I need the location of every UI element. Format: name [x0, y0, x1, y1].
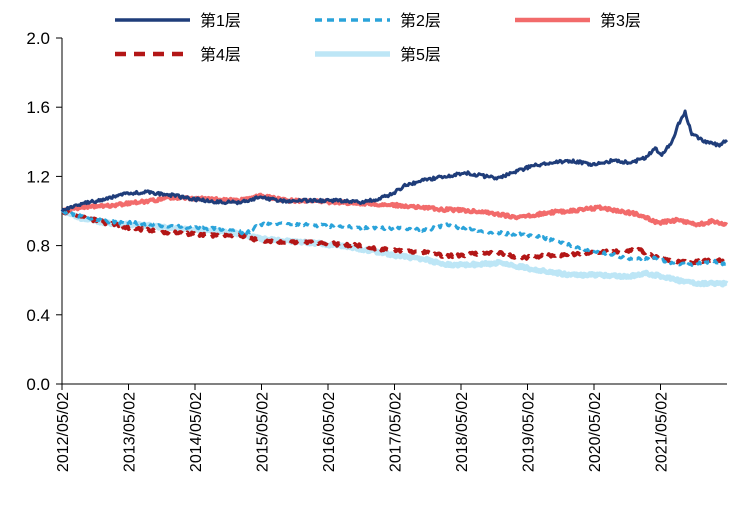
- x-tick-label: 2012/05/02: [55, 392, 72, 472]
- x-tick-label: 2019/05/02: [521, 392, 538, 472]
- x-tick-label: 2018/05/02: [454, 392, 471, 472]
- y-axis: 0.0 0.4 0.8 1.2 1.6 2.0: [26, 29, 63, 394]
- series-line-3: [61, 192, 729, 228]
- legend-item-1: 第1层: [115, 12, 241, 30]
- series-line-5: [60, 208, 729, 288]
- legend-item-4: 第4层: [115, 46, 241, 64]
- y-tick-label: 0.4: [26, 306, 50, 325]
- y-tick-label: 1.2: [26, 167, 50, 186]
- series-line-2: [61, 209, 729, 268]
- legend-label: 第5层: [400, 46, 441, 64]
- x-axis: 2012/05/02 2013/05/02 2014/05/02 2015/05/02…: [55, 383, 727, 472]
- legend-item-2: 第2层: [315, 12, 441, 30]
- x-tick-label: 2021/05/02: [654, 392, 671, 472]
- x-tick-label: 2013/05/02: [122, 392, 139, 472]
- y-tick-label: 0.0: [26, 375, 50, 394]
- x-tick-label: 2020/05/02: [587, 392, 604, 472]
- legend-item-5: 第5层: [315, 46, 441, 64]
- series-line-1: [60, 109, 729, 213]
- x-tick-label: 2017/05/02: [388, 392, 405, 472]
- y-tick-label: 0.8: [26, 237, 50, 256]
- x-tick-label: 2016/05/02: [321, 392, 338, 472]
- legend-label: 第1层: [200, 12, 241, 30]
- legend-label: 第3层: [600, 12, 641, 30]
- y-tick-label: 1.6: [26, 98, 50, 117]
- x-tick-label: 2015/05/02: [255, 392, 272, 472]
- series-line-4: [61, 207, 729, 267]
- series-layer: [60, 109, 729, 288]
- legend-label: 第4层: [200, 46, 241, 64]
- y-tick-label: 2.0: [26, 29, 50, 48]
- x-tick-label: 2014/05/02: [188, 392, 205, 472]
- legend-label: 第2层: [400, 12, 441, 30]
- legend-item-3: 第3层: [515, 12, 641, 30]
